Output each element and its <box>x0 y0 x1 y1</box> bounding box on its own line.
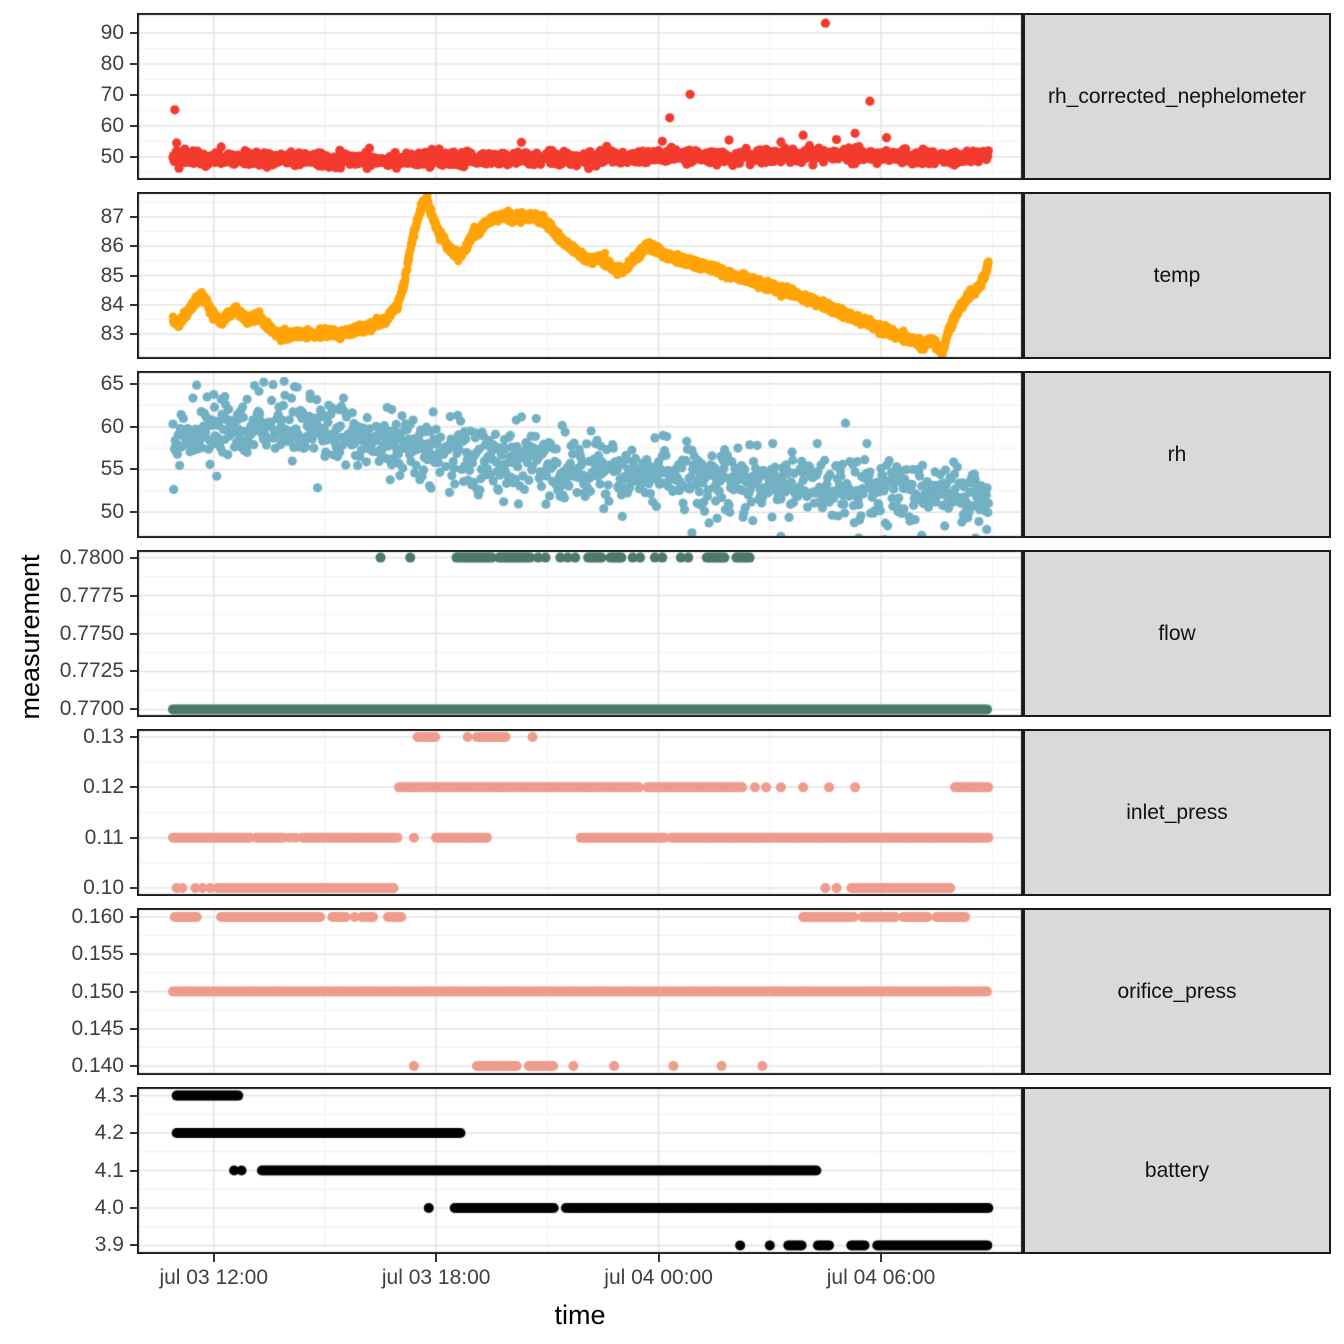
y-tick-label: 86 <box>100 234 124 258</box>
y-tick-mark <box>130 632 137 635</box>
y-tick-mark <box>130 556 137 559</box>
y-tick-mark <box>130 32 137 35</box>
facet-strip-label: rh <box>1167 442 1187 466</box>
panel-temp <box>137 192 1023 359</box>
y-tick-label: 65 <box>100 371 124 395</box>
y-tick-label: 50 <box>100 144 124 168</box>
panel-orifice_press <box>137 908 1023 1075</box>
y-tick-mark <box>130 836 137 839</box>
x-tick-mark <box>880 1254 883 1262</box>
y-tick-mark <box>130 333 137 336</box>
facet-strip-label: inlet_press <box>1126 800 1228 824</box>
y-tick-label: 0.155 <box>71 942 124 966</box>
y-tick-mark <box>130 670 137 673</box>
y-tick-label: 4.0 <box>94 1195 124 1219</box>
y-tick-mark <box>130 425 137 428</box>
y-tick-mark <box>130 1244 137 1247</box>
y-tick-label: 87 <box>100 204 124 228</box>
facet-strip-orifice_press: orifice_press <box>1023 908 1331 1075</box>
y-tick-mark <box>130 1094 137 1097</box>
facet-strip-label: flow <box>1158 621 1196 645</box>
facet-strip-temp: temp <box>1023 192 1331 359</box>
y-tick-label: 90 <box>100 21 124 45</box>
y-tick-mark <box>130 1169 137 1172</box>
y-tick-label: 0.7750 <box>59 621 124 645</box>
y-tick-mark <box>130 303 137 306</box>
panel-battery <box>137 1087 1023 1254</box>
y-tick-mark <box>130 1027 137 1030</box>
y-tick-mark <box>130 124 137 127</box>
y-tick-mark <box>130 953 137 956</box>
y-tick-mark <box>130 915 137 918</box>
y-tick-label: 0.12 <box>83 775 124 799</box>
y-tick-label: 70 <box>100 82 124 106</box>
y-tick-label: 0.7700 <box>59 697 124 721</box>
y-tick-mark <box>130 63 137 66</box>
panel-inlet_press <box>137 729 1023 896</box>
y-tick-mark <box>130 1065 137 1068</box>
facet-strip-label: orifice_press <box>1117 979 1237 1003</box>
y-tick-label: 0.160 <box>71 904 124 928</box>
y-tick-label: 0.7775 <box>59 583 124 607</box>
y-tick-label: 4.3 <box>94 1083 124 1107</box>
y-tick-label: 0.10 <box>83 875 124 899</box>
y-tick-mark <box>130 1132 137 1135</box>
y-tick-label: 4.2 <box>94 1121 124 1145</box>
x-tick-mark <box>212 1254 215 1262</box>
y-tick-label: 0.7725 <box>59 659 124 683</box>
y-tick-mark <box>130 736 137 739</box>
x-tick-label: jul 04 06:00 <box>826 1266 936 1289</box>
y-tick-mark <box>130 786 137 789</box>
y-tick-label: 83 <box>100 322 124 346</box>
panel-rh <box>137 371 1023 538</box>
y-tick-label: 84 <box>100 292 124 316</box>
y-tick-mark <box>130 886 137 889</box>
y-tick-mark <box>130 382 137 385</box>
y-tick-label: 60 <box>100 113 124 137</box>
y-tick-label: 80 <box>100 52 124 76</box>
y-tick-mark <box>130 468 137 471</box>
y-tick-mark <box>130 990 137 993</box>
facet-strip-label: rh_corrected_nephelometer <box>1048 84 1306 108</box>
y-tick-mark <box>130 594 137 597</box>
facet-strip-inlet_press: inlet_press <box>1023 729 1331 896</box>
y-tick-label: 0.7800 <box>59 545 124 569</box>
y-tick-mark <box>130 511 137 514</box>
y-tick-label: 0.145 <box>71 1016 124 1040</box>
facet-strip-flow: flow <box>1023 550 1331 717</box>
y-tick-label: 60 <box>100 414 124 438</box>
y-tick-mark <box>130 1206 137 1209</box>
y-tick-label: 3.9 <box>94 1233 124 1257</box>
facet-strip-rh_corrected_nephelometer: rh_corrected_nephelometer <box>1023 13 1331 180</box>
y-tick-label: 55 <box>100 457 124 481</box>
y-tick-mark <box>130 155 137 158</box>
x-tick-label: jul 04 00:00 <box>604 1266 713 1289</box>
x-tick-label: jul 03 12:00 <box>159 1266 269 1289</box>
panel-flow <box>137 550 1023 717</box>
y-tick-label: 50 <box>100 500 124 524</box>
y-tick-mark <box>130 245 137 248</box>
y-tick-label: 0.140 <box>71 1054 124 1078</box>
y-tick-label: 0.13 <box>83 725 124 749</box>
y-tick-label: 85 <box>100 263 124 287</box>
facet-strip-rh: rh <box>1023 371 1331 538</box>
y-tick-label: 4.1 <box>94 1158 124 1182</box>
y-tick-mark <box>130 215 137 218</box>
x-tick-mark <box>435 1254 438 1262</box>
y-tick-mark <box>130 708 137 711</box>
x-tick-label: jul 03 18:00 <box>381 1266 491 1289</box>
y-tick-mark <box>130 274 137 277</box>
x-axis-title: time <box>554 1300 606 1330</box>
facet-strip-label: battery <box>1144 1158 1210 1182</box>
facet-strip-label: temp <box>1153 263 1201 287</box>
facet-strip-battery: battery <box>1023 1087 1331 1254</box>
y-tick-label: 0.150 <box>71 979 124 1003</box>
x-tick-mark <box>657 1254 660 1262</box>
y-tick-label: 0.11 <box>84 825 124 849</box>
panel-rh_corrected_nephelometer <box>137 13 1023 180</box>
y-tick-mark <box>130 93 137 96</box>
